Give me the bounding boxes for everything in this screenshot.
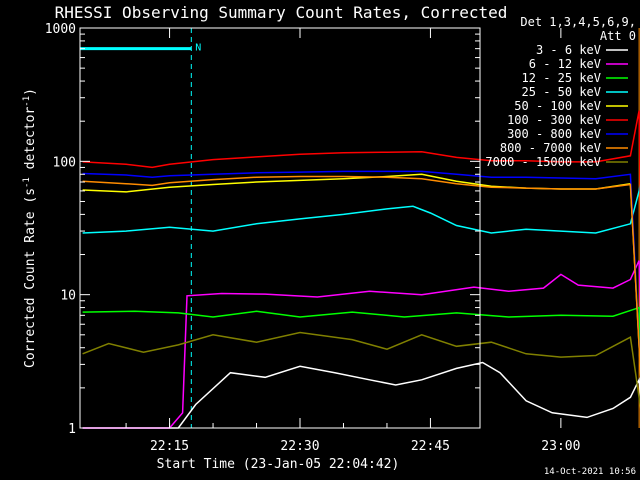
series-line	[82, 331, 640, 409]
chart-title: RHESSI Observing Summary Count Rates, Co…	[55, 3, 508, 22]
flag-label: N	[195, 43, 201, 54]
y-axis-label: Corrected Count Rate (s-1 detector-1)	[22, 88, 38, 368]
legend-label: 7000 - 15000 keV	[485, 155, 601, 169]
legend-label: 6 - 12 keV	[529, 57, 601, 71]
x-tick-label: 22:15	[150, 439, 189, 454]
legend-label: 25 - 50 keV	[522, 85, 601, 99]
legend-label: 50 - 100 keV	[514, 99, 601, 113]
plot-frame	[79, 27, 481, 429]
y-axis-label-exponent: -1	[22, 96, 32, 107]
y-tick-label: 10	[60, 289, 76, 304]
y-axis: 1 10 100 1000	[45, 22, 480, 437]
plot-area: NS	[79, 28, 640, 429]
y-tick-label: 1	[68, 422, 76, 437]
y-axis-label-part: Corrected Count Rate (s	[23, 188, 38, 368]
y-axis-label-exponent: -1	[22, 177, 32, 188]
legend-label: 12 - 25 keV	[522, 71, 601, 85]
legend-header-line: Att 0	[600, 29, 636, 43]
y-tick-label: 1000	[45, 22, 76, 37]
series-line	[82, 170, 640, 375]
y-axis-label-part: )	[23, 88, 38, 96]
x-axis-label: Start Time (23-Jan-05 22:04:42)	[157, 457, 400, 472]
footer-timestamp: 14-Oct-2021 10:56	[544, 467, 636, 477]
legend-label: 800 - 7000 keV	[500, 141, 601, 155]
x-tick-label: 22:45	[411, 439, 450, 454]
series-line	[82, 306, 640, 353]
series-line	[82, 175, 640, 377]
x-tick-label: 22:30	[280, 439, 319, 454]
y-axis-label-part: detector	[23, 107, 38, 178]
series-line	[82, 180, 640, 234]
legend-label: 100 - 300 keV	[507, 113, 601, 127]
legend-header-line: Det 1,3,4,5,6,9,	[520, 15, 636, 29]
series-line	[82, 110, 640, 230]
legend-label: 300 - 800 keV	[507, 127, 601, 141]
series-line	[82, 260, 640, 429]
y-tick-label: 100	[53, 155, 76, 170]
legend-label: 3 - 6 keV	[536, 43, 601, 57]
x-tick-label: 23:00	[541, 439, 580, 454]
series-line	[82, 361, 640, 429]
